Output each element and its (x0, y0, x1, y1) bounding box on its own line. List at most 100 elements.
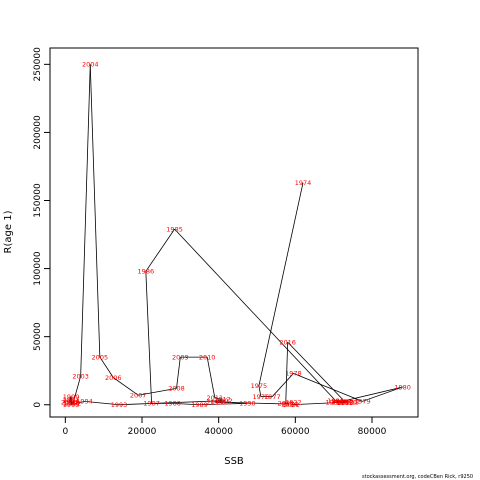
point-year-label: 2016 (279, 338, 296, 346)
series-segment (138, 388, 177, 396)
series-segment (145, 228, 175, 272)
series-segment (174, 228, 336, 401)
point-year-label: 1997 (63, 396, 80, 404)
point-year-label: 2019 (331, 398, 348, 406)
series-segment (362, 386, 403, 402)
point-year-label: 2003 (72, 372, 89, 380)
x-tick-label: 40000 (204, 427, 233, 437)
x-tick-label: 0 (62, 427, 68, 437)
series-segment (145, 271, 152, 404)
point-year-label: 1994 (76, 398, 93, 406)
series-segment (258, 385, 262, 397)
x-tick-label: 80000 (358, 427, 387, 437)
series-segment (214, 401, 290, 405)
series-segment (339, 386, 403, 403)
point-year-label: 2022 (285, 398, 302, 406)
point-year-label: 1987 (143, 400, 160, 408)
x-axis-title: SSB (224, 456, 244, 467)
series-segment (206, 357, 216, 399)
point-year-label: 2008 (168, 385, 185, 393)
point-year-label: 1980 (394, 383, 411, 391)
point-year-label: 2020 (341, 398, 358, 406)
x-axis: 0 20000 40000 60000 80000 (62, 417, 387, 437)
point-year-label: 1979 (354, 398, 371, 406)
point-year-label: 1982 (325, 398, 342, 406)
point-year-label: 2009 (172, 353, 189, 361)
series-path (68, 64, 403, 406)
point-year-label: 2012 (214, 396, 231, 404)
series-segment (68, 396, 72, 403)
y-tick-label: 0 (33, 402, 43, 408)
point-year-label: 1998 (63, 398, 80, 406)
series-segment (176, 357, 181, 389)
y-axis: 0 50000 100000 150000 200000 250000 (33, 47, 50, 408)
series-segment (80, 64, 91, 377)
point-year-label: 2021 (283, 401, 300, 409)
point-year-label: 1986 (138, 268, 155, 276)
series-segment (84, 400, 120, 406)
y-tick-label: 250000 (33, 47, 43, 82)
point-year-label: 1989 (191, 401, 208, 409)
series-segment (118, 400, 225, 406)
y-tick-label: 150000 (33, 183, 43, 218)
point-year-label: 2006 (105, 374, 122, 382)
point-year-label: 2010 (199, 353, 216, 361)
series-segment (199, 402, 248, 406)
series-segment (172, 402, 200, 406)
point-year-label: 2002 (65, 400, 82, 408)
point-year-label: 1976 (253, 393, 270, 401)
point-year-label: 2005 (92, 353, 109, 361)
point-year-label: 1990 (239, 400, 256, 408)
series-segment (285, 402, 290, 405)
point-year-label: 1999 (63, 393, 80, 401)
point-year-label: 1985 (166, 225, 183, 233)
point-year-label: 1992 (216, 397, 233, 405)
plot-frame (49, 47, 419, 418)
series-segment (258, 182, 304, 386)
series-segment (72, 376, 82, 404)
y-axis-title: R(age 1) (3, 210, 14, 253)
point-year-label: 2015 (277, 400, 294, 408)
series-segment (272, 373, 294, 397)
point-year-label: 1988 (164, 400, 181, 408)
series-segment (70, 400, 74, 404)
credit-text: stockassessment.org, codeCBen Rick, r925… (362, 474, 474, 480)
x-tick-label: 20000 (128, 427, 157, 437)
series-segment (113, 377, 139, 396)
point-year-label: 2004 (82, 61, 99, 69)
point-year-label: 1977 (264, 393, 281, 401)
series-segment (287, 341, 346, 403)
series-segment (291, 401, 350, 406)
point-year-label: 1996 (63, 400, 80, 408)
point-year-label: 1978 (285, 370, 302, 378)
point-year-label: 2018 (343, 398, 360, 406)
point-year-label: 2007 (130, 392, 147, 400)
point-year-label: 1991 (210, 398, 227, 406)
series-segment (70, 400, 85, 406)
point-year-label: 2017 (337, 398, 354, 406)
point-year-label: 1993 (111, 401, 128, 409)
point-year-label: 2001 (63, 397, 80, 405)
series-segment (293, 373, 363, 402)
y-tick-label: 50000 (33, 322, 43, 351)
point-year-label: 1981 (331, 398, 348, 406)
point-year-label: 2014 (281, 400, 298, 408)
point-year-label: 2011 (207, 394, 224, 402)
series-segment (214, 398, 223, 403)
point-year-label: 1995 (63, 401, 80, 409)
x-tick-label: 60000 (281, 427, 310, 437)
point-year-label: 2013 (207, 398, 224, 406)
y-tick-label: 200000 (33, 115, 43, 150)
point-year-label: 1975 (251, 382, 268, 390)
point-year-label: 1974 (295, 179, 312, 187)
series-segment (99, 356, 114, 378)
series-segment (89, 64, 101, 358)
series-segment (285, 342, 289, 404)
series-segment (291, 401, 294, 405)
y-tick-label: 100000 (33, 251, 43, 286)
series-segment (214, 397, 223, 400)
point-year-label: 2000 (61, 398, 78, 406)
point-year-label: 1983 (337, 399, 354, 407)
